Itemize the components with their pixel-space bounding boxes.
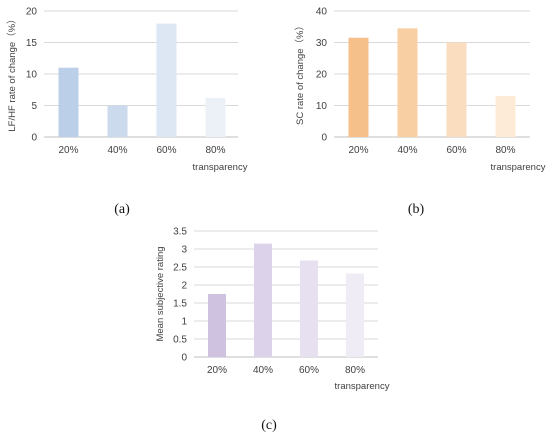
y-tick-label: 10	[26, 70, 38, 81]
x-tick-labels-c: 20% 40% 60% 80%	[207, 365, 365, 376]
bar-20pct	[58, 67, 79, 137]
y-tick-label: 20	[26, 7, 38, 18]
y-tick-label: 1.5	[173, 299, 187, 310]
x-tick-label: 40%	[397, 145, 417, 156]
y-tick-label: 0	[321, 133, 327, 144]
y-tick-label: 15	[26, 38, 38, 49]
x-tick-label: 40%	[253, 365, 273, 376]
y-tick-label: 0	[31, 133, 37, 144]
y-tick-labels-a: 0 5 10 15 20	[26, 7, 38, 144]
y-axis-label-b: SC rate of change（%）	[294, 21, 306, 125]
x-tick-label: 60%	[446, 145, 466, 156]
bars-b	[348, 28, 516, 138]
y-tick-labels-b: 0 10 20 30 40	[316, 7, 328, 144]
y-tick-label: 5	[31, 101, 37, 112]
bar-40pct	[397, 28, 418, 138]
y-axis-label-a: LF/HF rate of change（%）	[6, 14, 18, 131]
y-tick-label: 2	[181, 281, 187, 292]
y-tick-label: 2.5	[173, 263, 187, 274]
bar-40pct	[254, 243, 272, 357]
x-tick-label: 80%	[345, 365, 365, 376]
y-tick-label: 40	[316, 7, 328, 18]
y-tick-labels-c: 0 0.5 1 1.5 2 2.5 3 3.5	[173, 227, 187, 364]
bar-60pct	[446, 42, 467, 137]
bars-a	[58, 23, 226, 138]
bar-40pct	[107, 105, 128, 137]
x-axis-label-a: transparency	[193, 162, 248, 173]
y-tick-label: 0	[181, 353, 187, 364]
y-tick-label: 3	[181, 245, 187, 256]
x-axis-label-b: transparency	[491, 162, 546, 173]
chart-panel-a: 0 5 10 15 20 20% 40% 60% 80% LF/HF rate of chan…	[6, 7, 248, 218]
x-tick-labels-b: 20% 40% 60% 80%	[348, 145, 515, 156]
chart-panel-b: 0 10 20 30 40 20% 40% 60% 80% SC rate of change…	[294, 7, 546, 218]
panel-label-a: (a)	[114, 202, 130, 217]
bars-c	[208, 243, 364, 357]
y-tick-label: 20	[316, 70, 328, 81]
y-tick-label: 1	[181, 317, 187, 328]
y-tick-label: 0.5	[173, 335, 187, 346]
x-tick-label: 80%	[205, 145, 225, 156]
x-axis-label-c: transparency	[335, 381, 390, 392]
bar-80pct	[495, 96, 516, 137]
bar-60pct	[300, 260, 318, 357]
y-tick-label: 3.5	[173, 227, 187, 238]
bar-60pct	[156, 23, 177, 138]
x-tick-label: 80%	[495, 145, 515, 156]
y-tick-label: 10	[316, 101, 328, 112]
panel-label-c: (c)	[261, 418, 277, 433]
x-tick-label: 20%	[348, 145, 368, 156]
panel-label-b: (b)	[408, 202, 425, 217]
x-tick-label: 40%	[107, 145, 127, 156]
bar-20pct	[208, 294, 226, 357]
x-tick-label: 20%	[58, 145, 78, 156]
x-tick-label: 60%	[156, 145, 176, 156]
bar-80pct	[205, 97, 226, 137]
y-tick-label: 30	[316, 38, 328, 49]
y-axis-label-c: Mean subjective rating	[155, 246, 166, 341]
bar-80pct	[346, 273, 364, 357]
chart-panel-c: 0 0.5 1 1.5 2 2.5 3 3.5 20% 40% 60% 80% Mean subje…	[155, 227, 390, 434]
x-tick-label: 60%	[299, 365, 319, 376]
x-tick-label: 20%	[207, 365, 227, 376]
bar-20pct	[348, 37, 369, 137]
x-tick-labels-a: 20% 40% 60% 80%	[58, 145, 225, 156]
